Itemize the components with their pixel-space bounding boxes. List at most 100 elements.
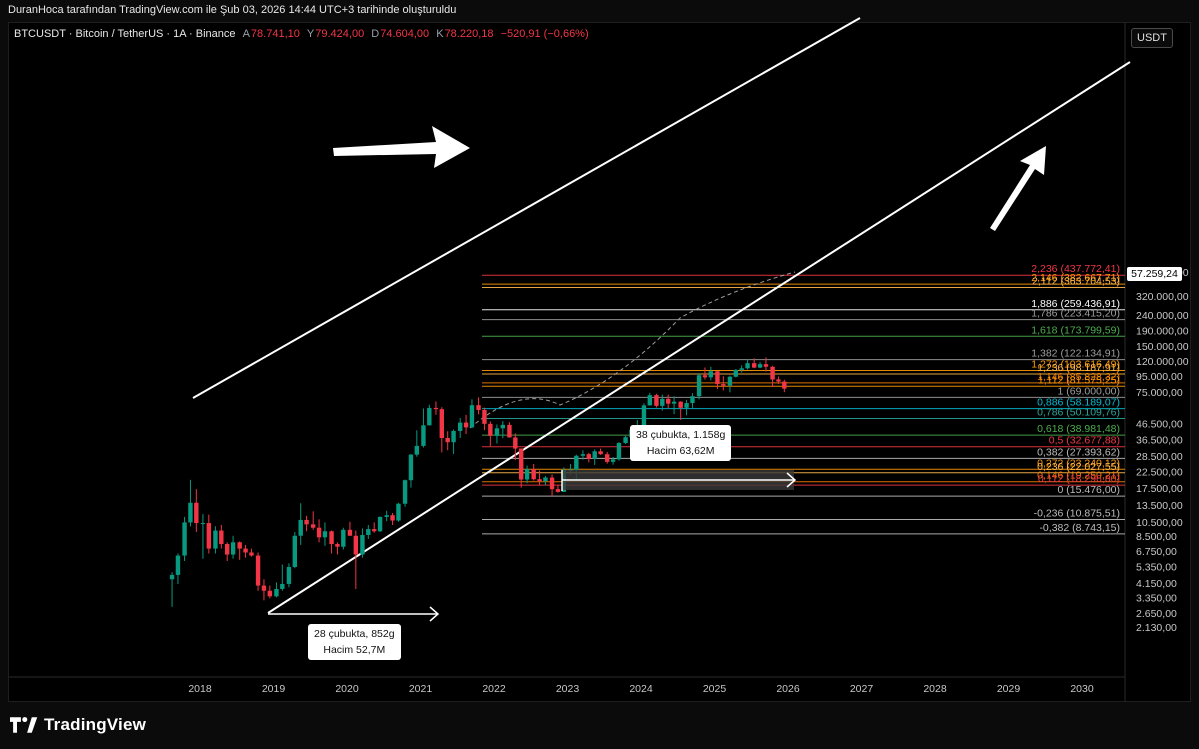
y-tick-label-11: 22.500,00 (1136, 466, 1183, 478)
candle-body-7 (213, 530, 218, 549)
candle-body-16 (267, 590, 273, 597)
close-label: K (436, 28, 444, 40)
x-tick-label-2029: 2029 (997, 683, 1021, 695)
candle-body-69 (592, 451, 597, 459)
chart-credit: DuranHoca tarafından TradingView.com ile… (8, 4, 457, 16)
candle-body-74 (623, 437, 628, 443)
candle-body-93 (739, 368, 744, 370)
y-tick-label-4: 150.000,00 (1136, 341, 1189, 353)
candle-body-36 (390, 515, 395, 521)
candle-body-84 (684, 403, 689, 408)
candle-body-34 (377, 516, 383, 532)
fib-level-label-9: 1,146 (85.828,32) (1037, 371, 1120, 383)
y-tick-label-17: 5.350,00 (1136, 561, 1177, 573)
channel-lower-line (267, 61, 1131, 614)
candle-body-97 (763, 364, 769, 367)
measure-box-2018-bars: 28 çubukta, 852g (314, 628, 395, 640)
candle-body-35 (384, 515, 389, 517)
x-tick-label-2026: 2026 (776, 683, 800, 695)
candle-body-53 (494, 428, 500, 436)
x-tick-label-2019: 2019 (262, 683, 286, 695)
candle-body-29 (347, 529, 353, 536)
candle-body-63 (555, 489, 561, 492)
candle-body-85 (690, 396, 695, 404)
candle-body-23 (310, 524, 316, 528)
x-tick-label-2030: 2030 (1070, 683, 1094, 695)
candle-body-15 (261, 585, 267, 591)
x-tick-label-2024: 2024 (629, 683, 653, 695)
fib-level-label-6: 1,382 (122.134,91) (1031, 348, 1120, 360)
y-tick-label-20: 2.650,00 (1136, 608, 1177, 620)
candle-body-73 (616, 442, 622, 460)
candle-body-8 (219, 530, 224, 545)
fib-level-label-0: 2,236 (437.772,41) (1031, 263, 1120, 275)
y-tick-label-12: 17.500,00 (1136, 483, 1183, 495)
tradingview-logo-icon[interactable] (10, 714, 38, 736)
candle-body-68 (586, 454, 592, 459)
fib-level-label-15: 0,5 (32.677,88) (1049, 435, 1120, 447)
candle-body-6 (206, 523, 212, 549)
fib-level-label-22: -0,236 (10.875,51) (1034, 507, 1120, 519)
x-tick-label-2021: 2021 (409, 683, 433, 695)
fib-level-label-4: 1,786 (223.415,20) (1031, 308, 1120, 320)
candle-body-90 (721, 384, 726, 386)
fib-level-label-18: 0,236 (22.027,55) (1037, 461, 1120, 473)
candle-body-81 (665, 398, 671, 404)
candle-body-41 (421, 425, 426, 446)
candle-body-13 (249, 552, 254, 556)
candle-body-43 (433, 407, 439, 410)
fib-level-label-23: -0,382 (8.743,15) (1039, 522, 1120, 534)
y-tick-label-13: 13.500,00 (1136, 500, 1183, 512)
candle-body-100 (782, 381, 787, 389)
fib-level-label-12: 0,886 (58.189,07) (1037, 397, 1120, 409)
candle-body-60 (537, 479, 542, 482)
candle-body-4 (194, 502, 199, 524)
candle-body-12 (243, 548, 248, 553)
open-label: A (242, 28, 250, 40)
candle-body-66 (574, 455, 579, 470)
y-tick-label-6: 95.000,00 (1136, 371, 1183, 383)
measure-box-2022-volume: Hacim 63,62M (646, 445, 715, 457)
candle-body-3 (188, 502, 193, 523)
x-tick-label-2023: 2023 (556, 683, 580, 695)
brand-name[interactable]: TradingView (44, 715, 147, 734)
candle-body-51 (482, 409, 487, 424)
candle-body-59 (531, 469, 536, 480)
currency-button[interactable]: USDT (1131, 28, 1173, 48)
candle-body-82 (671, 401, 677, 404)
candle-body-37 (396, 503, 401, 521)
candle-body-57 (518, 448, 524, 480)
close-value: 78.220,18 (444, 28, 494, 40)
y-tick-label-3: 190.000,00 (1136, 325, 1189, 337)
candle-body-47 (457, 422, 463, 431)
fib-level-label-20: 0,112 (18.296,80) (1038, 473, 1120, 485)
candle-body-91 (727, 376, 733, 386)
y-tick-label-15: 8.500,00 (1136, 531, 1177, 543)
fib-level-label-17: 0,272 (23.240,12) (1037, 457, 1120, 469)
candle-body-11 (237, 542, 242, 549)
big-arrow-up-icon (990, 146, 1046, 231)
measure-box-2022-bars: 38 çubukta, 1.158g (636, 429, 726, 441)
candle-body-19 (286, 566, 292, 584)
symbol-name[interactable]: BTCUSDT · Bitcoin / TetherUS · 1A · Bina… (14, 28, 236, 40)
y-tick-label-2: 240.000,00 (1136, 310, 1189, 322)
candle-body-50 (476, 405, 481, 410)
candle-body-52 (488, 423, 493, 436)
fib-level-label-11: 1 (69.000,00) (1058, 385, 1120, 397)
candle-body-32 (366, 529, 371, 535)
candle-body-92 (733, 369, 739, 377)
measure-arrow-2022-head (786, 472, 797, 488)
candle-body-78 (647, 395, 653, 406)
high-value: 79.424,00 (315, 28, 365, 40)
candle-body-1 (175, 555, 181, 575)
low-value: 74.604,00 (380, 28, 430, 40)
candle-body-24 (316, 527, 322, 538)
candle-body-99 (776, 379, 781, 382)
x-tick-label-2022: 2022 (482, 683, 506, 695)
x-tick-label-2028: 2028 (923, 683, 947, 695)
candle-body-18 (280, 583, 285, 589)
candle-body-26 (329, 531, 334, 545)
y-tick-label-5: 120.000,00 (1136, 356, 1189, 368)
candle-body-56 (513, 437, 518, 449)
